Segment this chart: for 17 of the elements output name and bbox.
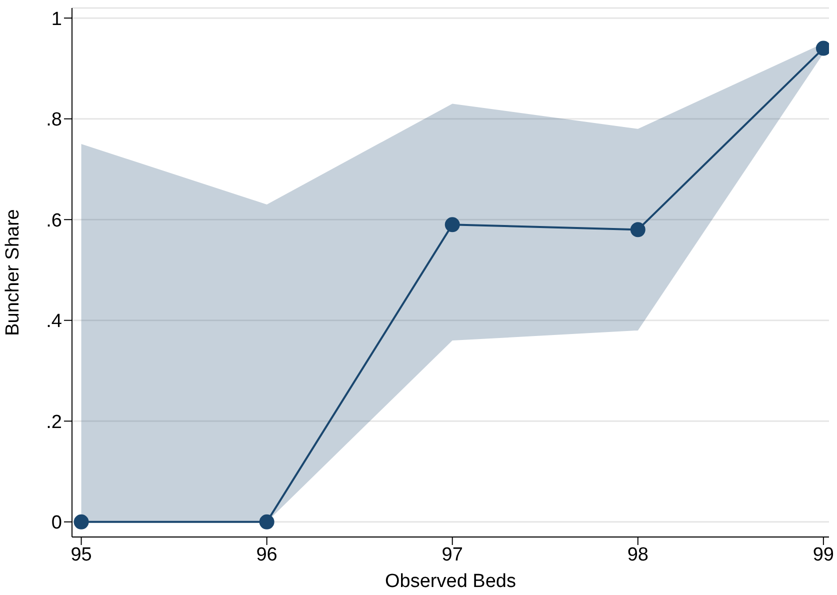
y-tick-label: 1 [51, 8, 62, 30]
y-axis-title: Buncher Share [2, 209, 24, 336]
x-tick-label: 95 [70, 544, 92, 566]
y-tick-label: .2 [46, 412, 62, 433]
point [630, 222, 646, 238]
x-tick-label: 97 [442, 544, 463, 566]
y-tick-label: 0 [51, 512, 62, 534]
x-tick-label: 96 [256, 544, 278, 566]
point [444, 217, 460, 232]
x-tick-label: 98 [627, 544, 648, 566]
x-tick-label: 99 [812, 544, 834, 566]
y-tick-label: .4 [46, 311, 62, 332]
y-tick-label: .8 [46, 110, 62, 131]
x-axis-title: Observed Beds [385, 571, 516, 592]
point [74, 514, 89, 530]
y-tick-label: .6 [46, 210, 62, 232]
point [259, 514, 274, 530]
